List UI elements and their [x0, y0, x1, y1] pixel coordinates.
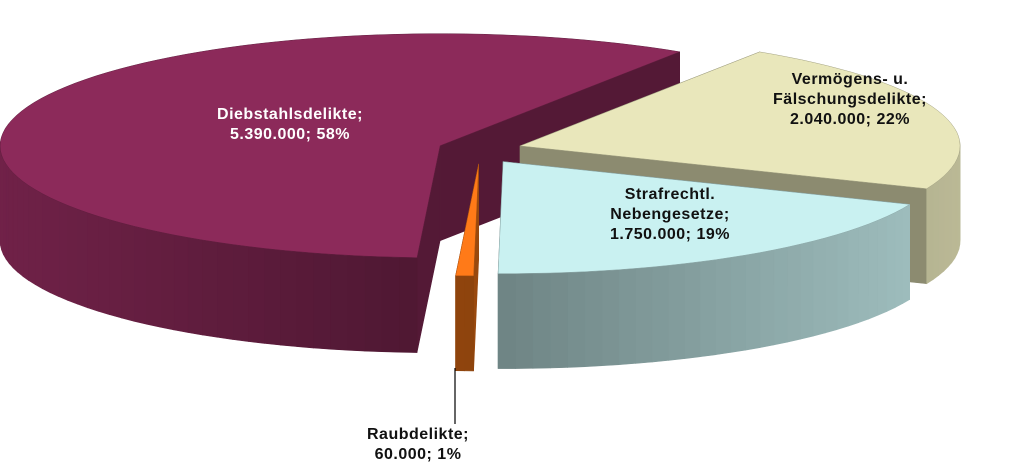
slice-side — [886, 212, 896, 312]
slice-side — [951, 162, 956, 264]
slice-side — [42, 193, 51, 294]
slice-side — [202, 239, 218, 338]
slice-side — [668, 263, 685, 361]
slice-label: Raubdelikte; 60.000; 1% — [318, 425, 518, 465]
slice-top — [520, 51, 961, 189]
slice-side — [651, 265, 669, 363]
slice-side — [902, 203, 911, 305]
slice — [497, 161, 911, 369]
slice-side — [28, 184, 36, 286]
slice-side — [121, 222, 135, 322]
slice-side — [173, 234, 189, 333]
slice-side — [464, 275, 474, 372]
slice-side — [932, 179, 940, 281]
slice-side — [567, 271, 586, 368]
slice-side — [877, 215, 888, 316]
slice-side — [217, 241, 234, 340]
slice-side — [858, 223, 869, 324]
slice-side — [894, 208, 904, 308]
slice-side — [847, 227, 859, 327]
slice-top — [497, 161, 911, 274]
slice-side — [745, 252, 761, 351]
slice-side — [800, 240, 814, 340]
slice-side — [109, 219, 122, 319]
slice-side — [34, 189, 43, 290]
slice-side — [759, 249, 775, 348]
slice-side — [943, 171, 949, 272]
slice-side — [232, 244, 249, 342]
slice-side — [364, 255, 383, 353]
slice-label: Diebstahlsdelikte; 5.390.000; 58% — [190, 105, 390, 145]
value-label: 1.750.000; 19% — [610, 226, 730, 243]
value-label: 5.390.000; 58% — [230, 126, 350, 143]
slice-side — [773, 246, 788, 346]
slice-side — [497, 273, 516, 369]
slice-side — [532, 272, 551, 369]
value-label: 60.000; 1% — [374, 446, 462, 463]
slice-side — [313, 252, 331, 350]
slice-side — [3, 158, 7, 261]
slice-side — [133, 225, 148, 325]
slice-side — [699, 259, 717, 358]
slice-top — [455, 163, 479, 277]
slice-side — [515, 272, 534, 369]
category-label: Diebstahlsdelikte; — [217, 106, 363, 123]
slice-top — [0, 33, 681, 258]
slice-side — [812, 237, 826, 337]
slice-side — [618, 268, 636, 366]
slice-label: Vermögens- u. Fälschungsdelikte; 2.040.00… — [740, 70, 960, 130]
slice-side — [159, 231, 175, 331]
slice-side — [146, 228, 161, 328]
slice-side — [787, 243, 801, 343]
slice-side — [947, 166, 953, 268]
slice-side — [263, 248, 281, 346]
slice-side — [836, 230, 849, 331]
slice-side — [58, 201, 69, 301]
slice-side — [12, 172, 18, 273]
slice-side — [296, 251, 314, 349]
slice-side — [67, 204, 78, 305]
value-label: 2.040.000; 22% — [790, 111, 910, 128]
slice-side — [22, 180, 30, 282]
slice-side — [248, 246, 265, 344]
slice-side — [98, 215, 110, 316]
slice-side — [938, 175, 945, 277]
slice-side — [715, 257, 732, 356]
slice-side — [330, 253, 348, 351]
slice-side — [868, 219, 879, 320]
slice-side — [824, 234, 838, 334]
slice-side — [5, 163, 10, 265]
slice-side — [601, 269, 620, 367]
slice-side — [280, 249, 298, 347]
slice-side — [926, 184, 934, 285]
slice-side — [49, 197, 60, 298]
slice — [0, 33, 681, 353]
slice-side — [187, 237, 203, 336]
slice-side — [347, 254, 366, 352]
slice — [455, 163, 480, 372]
slice-side — [584, 270, 603, 368]
slice-side — [17, 176, 24, 277]
category-label: Vermögens- u. Fälschungsdelikte; — [773, 71, 927, 108]
slice-side — [684, 261, 701, 359]
slice-side — [549, 272, 568, 369]
slice-side — [455, 275, 465, 372]
slice-side — [635, 266, 653, 364]
slice-side — [77, 208, 88, 309]
category-label: Strafrechtl. Nebengesetze; — [610, 186, 730, 223]
slice-side — [8, 167, 14, 269]
slice-side — [399, 256, 418, 353]
slice-label: Strafrechtl. Nebengesetze; 1.750.000; 19% — [585, 185, 755, 245]
category-label: Raubdelikte; — [366, 426, 469, 443]
slice-side — [381, 256, 400, 353]
slice-side — [730, 254, 746, 353]
slice-side — [954, 158, 958, 259]
slice-side — [87, 212, 99, 312]
